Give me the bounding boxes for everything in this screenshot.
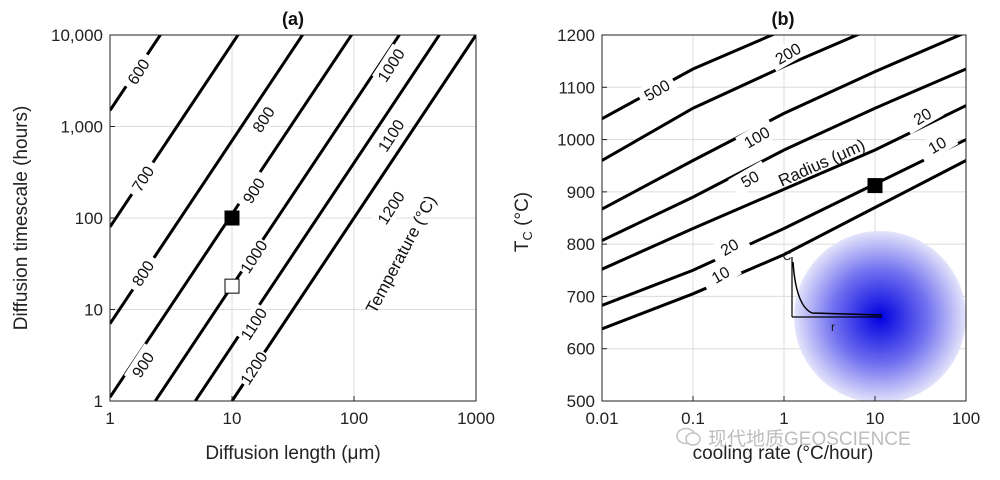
a-ytick-label: 1,000 bbox=[60, 118, 103, 137]
panel-b-xlabel: cooling rate (°C/hour) bbox=[693, 443, 874, 464]
b-xtick-label: 100 bbox=[952, 409, 980, 428]
b-contour-label-bg bbox=[915, 126, 959, 163]
b-contour-line-10 bbox=[602, 159, 966, 331]
b-contour-label-bg bbox=[735, 118, 779, 156]
a-contour-label-bg bbox=[234, 169, 273, 212]
b-contour-line-20 bbox=[602, 138, 966, 307]
a-ytick-label: 1 bbox=[94, 392, 103, 411]
a-ytick-label: 10,000 bbox=[51, 26, 103, 45]
b-contour-label-bg bbox=[766, 35, 810, 72]
b-contour-label-10: 10 bbox=[709, 264, 733, 288]
b-xtick-label: 1 bbox=[779, 409, 788, 428]
panel-b-ylabel: TC (°C) bbox=[512, 192, 535, 252]
a-contour-line-1000 bbox=[154, 35, 402, 401]
panel-b-title: (b) bbox=[772, 9, 795, 29]
b-contour-line-20 bbox=[602, 104, 966, 271]
b-contour-label-20: 20 bbox=[911, 105, 935, 129]
panel-b-markers bbox=[867, 178, 883, 194]
a-xtick-label: 1000 bbox=[457, 409, 495, 428]
a-contour-label-bg bbox=[371, 113, 410, 157]
watermark-text: 现代地质GEOSCIENCE bbox=[708, 429, 911, 450]
b-contour-label-50: 50 bbox=[739, 168, 763, 192]
wechat-icon bbox=[676, 427, 701, 446]
a-contour-label-bg bbox=[244, 97, 282, 141]
b-ytick-label: 700 bbox=[567, 287, 595, 306]
panel-a-ticks: 1 10 100 1000 1 10 100 1,000 10,000 bbox=[51, 26, 495, 428]
a-xtick-label: 10 bbox=[223, 409, 242, 428]
a-filled-square-marker bbox=[224, 210, 240, 226]
grain-diffusion-blob bbox=[794, 231, 966, 401]
panel-a-temperature-annotation: Temperature (°C) bbox=[362, 192, 440, 316]
panel-b-contours bbox=[602, 35, 966, 331]
a-contour-label-bg bbox=[123, 343, 162, 386]
panel-b-radius-annotation: Radius (μm) bbox=[775, 135, 868, 190]
b-contour-line-100 bbox=[602, 35, 964, 211]
a-contour-label-bg bbox=[234, 235, 273, 278]
inset-c-label: C bbox=[783, 249, 792, 263]
a-contour-label-bg bbox=[234, 346, 273, 390]
a-open-square-marker bbox=[224, 278, 240, 294]
a-contour-label-bg bbox=[119, 50, 157, 93]
b-contour-label-bg bbox=[728, 160, 772, 197]
b-ytick-label: 1200 bbox=[557, 26, 595, 45]
a-contour-line-1200 bbox=[230, 35, 476, 401]
a-ytick-label: 100 bbox=[75, 209, 103, 228]
a-contour-label-bg bbox=[234, 302, 273, 346]
a-contour-label-bg bbox=[371, 43, 410, 87]
a-contour-label-bg bbox=[371, 186, 410, 229]
b-ytick-label: 800 bbox=[567, 235, 595, 254]
b-contour-label-20: 20 bbox=[718, 236, 742, 260]
inset-r-label: r bbox=[831, 320, 835, 334]
panel-a-markers bbox=[224, 210, 240, 294]
b-contour-label-bg bbox=[698, 256, 742, 293]
inset-profile-curve bbox=[792, 261, 883, 316]
a-ytick-label: 10 bbox=[84, 301, 103, 320]
b-filled-square-marker bbox=[867, 178, 883, 194]
b-ytick-label: 1000 bbox=[557, 131, 595, 150]
a-contour-label-bg bbox=[123, 251, 162, 295]
b-contour-label-bg bbox=[635, 71, 679, 109]
b-contour-line-200 bbox=[602, 35, 861, 162]
panel-b-ylabel-unit: (°C) bbox=[512, 192, 533, 231]
b-ytick-label: 900 bbox=[567, 183, 595, 202]
b-ytick-label: 1100 bbox=[558, 78, 595, 97]
b-xtick-label: 0.1 bbox=[681, 409, 705, 428]
panel-b-ticks: 0.01 0.1 1 10 100 500 600 700 800 900 1000 1100 1200 bbox=[557, 26, 980, 428]
panel-a-title: (a) bbox=[282, 9, 304, 29]
a-xtick-label: 100 bbox=[340, 409, 368, 428]
panel-a-ylabel: Diffusion timescale (hours) bbox=[11, 106, 32, 331]
b-contour-label-bg bbox=[900, 97, 944, 135]
b-xtick-label: 0.01 bbox=[585, 409, 618, 428]
b-contour-label-bg bbox=[707, 228, 751, 265]
a-xtick-label: 1 bbox=[105, 409, 114, 428]
b-xtick-label: 10 bbox=[866, 409, 885, 428]
b-ytick-label: 600 bbox=[567, 340, 595, 359]
panel-b-ylabel-sub: C bbox=[520, 231, 535, 240]
a-contour-label-bg bbox=[123, 157, 162, 200]
b-contour-label-10: 10 bbox=[926, 134, 950, 158]
a-contour-line-600 bbox=[110, 35, 163, 112]
panel-a-xlabel: Diffusion length (μm) bbox=[205, 443, 380, 464]
panel-b-inset: C r bbox=[783, 231, 966, 401]
b-contour-line-50 bbox=[602, 67, 966, 242]
a-contour-line-900 bbox=[110, 35, 354, 399]
b-ytick-label: 500 bbox=[567, 392, 595, 411]
